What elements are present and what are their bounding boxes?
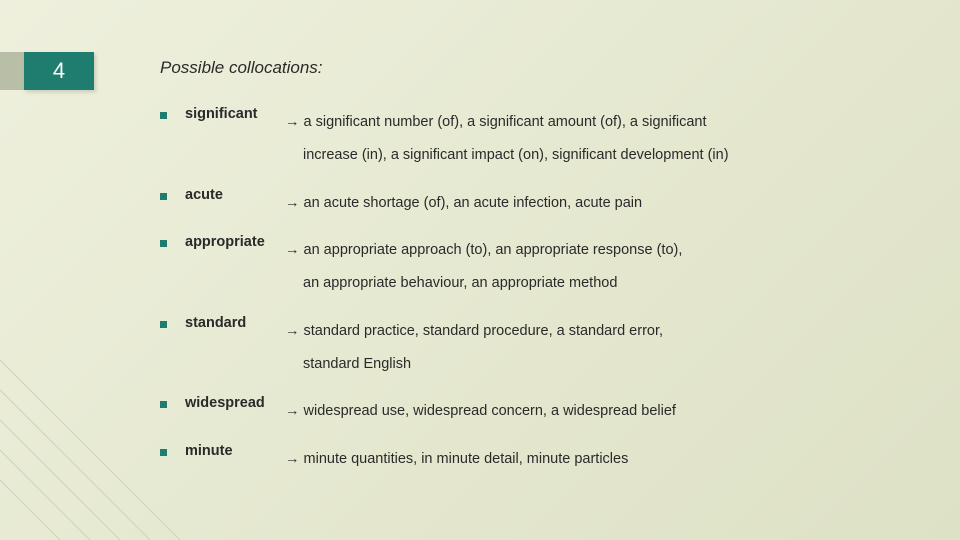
definition: → an appropriate approach (to), an appro… — [285, 234, 930, 301]
content-list: significant → a significant number (of),… — [160, 106, 930, 490]
bullet-icon — [160, 240, 167, 247]
list-item: acute → an acute shortage (of), an acute… — [160, 187, 930, 220]
term: standard — [185, 315, 285, 331]
bullet-icon — [160, 401, 167, 408]
list-item: significant → a significant number (of),… — [160, 106, 930, 173]
definition: → an acute shortage (of), an acute infec… — [285, 187, 930, 220]
definition-line: → a significant number (of), a significa… — [285, 114, 707, 130]
definition: → standard practice, standard procedure,… — [285, 315, 930, 382]
term: significant — [185, 106, 285, 122]
bullet-icon — [160, 193, 167, 200]
bullet-icon — [160, 112, 167, 119]
list-item: minute → minute quantities, in minute de… — [160, 443, 930, 476]
term: minute — [185, 443, 285, 459]
definition-line: increase (in), a significant impact (on)… — [285, 139, 930, 172]
definition-line: → widespread use, widespread concern, a … — [285, 403, 676, 419]
slide: 4 Possible collocations: significant → a… — [0, 0, 960, 540]
slide-number: 4 — [24, 52, 94, 90]
definition-line: → standard practice, standard procedure,… — [285, 323, 663, 339]
badge-shadow-bar — [0, 52, 24, 90]
definition-line: an appropriate behaviour, an appropriate… — [285, 267, 930, 300]
bullet-icon — [160, 449, 167, 456]
list-item: standard → standard practice, standard p… — [160, 315, 930, 382]
definition: → minute quantities, in minute detail, m… — [285, 443, 930, 476]
term: acute — [185, 187, 285, 203]
definition-line: → an acute shortage (of), an acute infec… — [285, 195, 642, 211]
bullet-icon — [160, 321, 167, 328]
slide-number-badge: 4 — [0, 52, 94, 90]
term: appropriate — [185, 234, 285, 250]
definition: → widespread use, widespread concern, a … — [285, 395, 930, 428]
definition: → a significant number (of), a significa… — [285, 106, 930, 173]
definition-line: → minute quantities, in minute detail, m… — [285, 451, 628, 467]
list-item: widespread → widespread use, widespread … — [160, 395, 930, 428]
definition-line: standard English — [285, 348, 930, 381]
list-item: appropriate → an appropriate approach (t… — [160, 234, 930, 301]
term: widespread — [185, 395, 285, 411]
slide-title: Possible collocations: — [160, 58, 323, 78]
definition-line: → an appropriate approach (to), an appro… — [285, 242, 682, 258]
